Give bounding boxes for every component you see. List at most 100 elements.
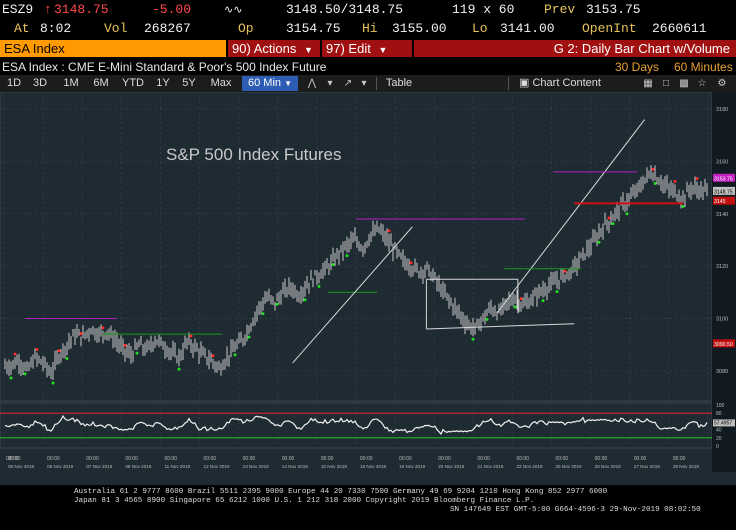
high-value: 3155.00 [392, 21, 447, 36]
oscillator-line [4, 414, 708, 436]
x-date-label: 25 Nov 2019 [556, 464, 582, 469]
x-date-label: 13 Nov 2019 [243, 464, 269, 469]
osc-tick-label: 0 [716, 444, 719, 450]
range-3d[interactable]: 3D [32, 77, 48, 89]
sell-signal-marker [519, 297, 523, 301]
price-badge-label: 3090.50 [714, 342, 733, 348]
buy-signal-marker [51, 381, 55, 385]
vol-label: Vol [104, 21, 128, 36]
chevron-down-icon[interactable]: ▾ [327, 78, 333, 89]
y-axis: 3180 3160 3140 3120 3100 3080 3153.75 3148.75 31… [713, 107, 735, 375]
star-icon[interactable]: ☆ [697, 78, 707, 89]
image-icon[interactable]: ▩ [679, 78, 689, 89]
chevron-down-icon: ▼ [378, 45, 388, 55]
chevron-down-icon[interactable]: ▾ [361, 78, 367, 89]
range-1d[interactable]: 1D [6, 77, 22, 89]
volume-value: 268267 [144, 21, 191, 36]
x-time-label: 00:00 [634, 456, 647, 462]
buy-signal-marker [541, 299, 545, 303]
x-time-label: 00:00 [204, 456, 217, 462]
interval-select[interactable]: 60 Min ▼ [242, 76, 298, 91]
sell-signal-marker [101, 326, 105, 330]
ticker[interactable]: ESZ9 [2, 2, 34, 17]
buy-signal-marker [135, 351, 139, 355]
sell-signal-marker [607, 216, 611, 220]
chart-content-icon: ▣ [519, 77, 530, 89]
edit-menu[interactable]: 97) Edit ▼ [322, 40, 412, 57]
range-max[interactable]: Max [210, 77, 232, 89]
overlay-lines [25, 119, 684, 364]
osc-tick-label: 40 [716, 428, 722, 434]
chart-content-button[interactable]: ▣ Chart Content [514, 76, 606, 91]
interval-value[interactable]: 60 Minutes [674, 60, 733, 74]
comment-icon[interactable]: □ [662, 78, 670, 89]
edit-code: 97) [326, 41, 345, 56]
sell-signal-marker [409, 261, 413, 265]
y-tick-label: 3080 [716, 369, 728, 375]
buy-signal-marker [23, 372, 27, 376]
range-1m[interactable]: 1M [63, 77, 79, 89]
table-button[interactable]: Table [385, 77, 413, 89]
x-date-label: 15 Nov 2019 [321, 464, 347, 469]
buy-signal-marker [653, 182, 657, 186]
x-time-label: 00:00 [595, 456, 608, 462]
x-date-label: 07 Nov 2019 [86, 464, 112, 469]
prev-value: 3153.75 [586, 2, 641, 17]
buy-signal-marker [247, 335, 251, 339]
at-label: At [14, 21, 30, 36]
price-badge-label: 3145 [714, 199, 726, 205]
footer: Australia 61 2 9777 8600 Brazil 5511 239… [0, 487, 736, 530]
x-time-label: 00:00 [673, 456, 686, 462]
toolbar-divider [508, 77, 509, 90]
buy-signal-marker [345, 254, 349, 258]
price-chart[interactable]: 3180 3160 3140 3120 3100 3080 3153.75 3148.75 31… [0, 92, 736, 485]
price-badge [713, 186, 735, 195]
y-tick-label: 3160 [716, 159, 728, 165]
actions-code: 90) [232, 41, 251, 56]
security-field[interactable]: ESA Index [0, 40, 226, 57]
low-value: 3141.00 [500, 21, 555, 36]
sell-signal-marker [563, 269, 567, 273]
x-time-label: 00:00 [438, 456, 451, 462]
gridlines [0, 92, 712, 448]
sell-signal-marker [673, 179, 677, 183]
range-1y[interactable]: 1Y [156, 77, 170, 89]
x-date-label: 14 Nov 2019 [282, 464, 308, 469]
gear-icon[interactable]: ⚙ [717, 78, 727, 89]
open-interest-label: OpenInt [582, 21, 637, 36]
actions-menu[interactable]: 90) Actions ▼ [228, 40, 320, 57]
x-time-label: 00:00 [164, 456, 177, 462]
range-6m[interactable]: 6M [93, 77, 109, 89]
last-price: 3148.75 [54, 2, 109, 17]
buy-signal-marker [681, 204, 685, 208]
trend-icon[interactable]: ↗ [343, 78, 353, 89]
buy-signal-marker [261, 312, 265, 316]
sell-signal-marker [57, 349, 61, 353]
range-ytd[interactable]: YTD [122, 77, 144, 89]
line-chart-icon[interactable]: ⋀ [307, 78, 317, 89]
net-change: -5.00 [152, 2, 192, 17]
x-time-label: 00:00 [282, 456, 295, 462]
grid-icon[interactable]: ▦ [643, 78, 653, 89]
x-date-label: 06 Nov 2019 [47, 464, 73, 469]
chart-annotation: S&P 500 Index Futures [166, 145, 341, 164]
open-value: 3154.75 [286, 21, 341, 36]
period-value[interactable]: 30 Days [615, 60, 660, 74]
security-name: ESA Index [4, 41, 65, 56]
osc-value-badge [713, 419, 735, 427]
buy-signal-marker [303, 298, 307, 302]
open-label: Op [238, 21, 254, 36]
osc-tick-label: 80 [716, 411, 722, 417]
sell-signal-marker [387, 229, 391, 233]
sell-signal-marker [35, 347, 39, 351]
actions-label: Actions [253, 41, 297, 56]
buy-signal-marker [9, 376, 13, 380]
price-bars [4, 165, 708, 381]
range-5y[interactable]: 5Y [182, 77, 196, 89]
y-tick-label: 3180 [716, 107, 728, 113]
x-date-label: 08 Nov 2019 [125, 464, 151, 469]
x-date-label: 12 Nov 2019 [204, 464, 230, 469]
buy-signal-marker [471, 337, 475, 341]
